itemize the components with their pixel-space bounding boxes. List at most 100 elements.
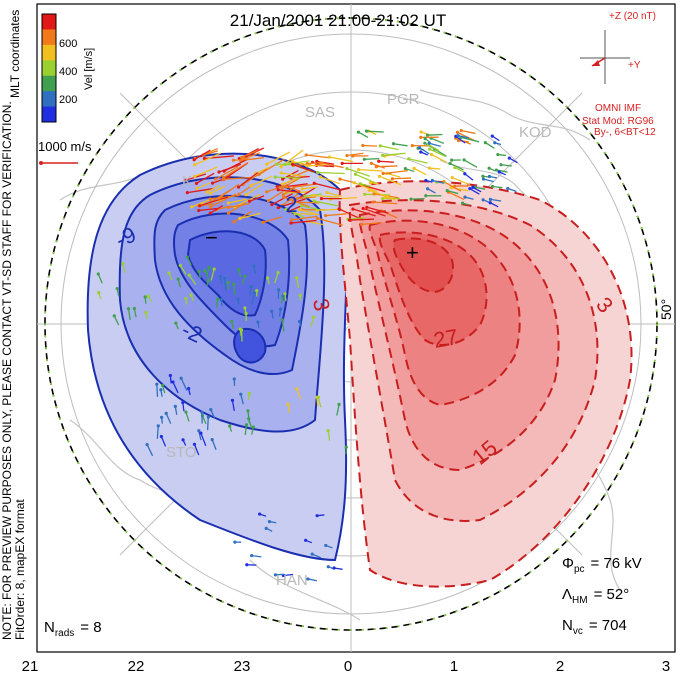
n-rads: Nrads = 8	[44, 619, 102, 639]
velocity-vector	[427, 133, 443, 136]
velocity-vector-origin	[247, 391, 251, 396]
velocity-vector	[325, 213, 347, 217]
velocity-vector-origin	[483, 140, 487, 145]
velocity-vector	[262, 216, 282, 223]
velocity-vector-origin	[97, 291, 101, 295]
velocity-vector-origin	[245, 563, 249, 567]
velocity-vector-origin	[315, 514, 319, 518]
velocity-vector-origin	[239, 392, 243, 396]
velocity-vector-origin	[462, 158, 466, 162]
velocity-vector	[193, 149, 211, 161]
velocity-vector-origin	[337, 402, 341, 406]
velocity-vector	[281, 172, 303, 177]
velocity-vector-origin	[312, 199, 316, 203]
contour-label-3-left: 3	[308, 297, 335, 313]
velocity-vector-origin	[214, 177, 218, 181]
velocity-vector-origin	[295, 196, 300, 201]
velocity-vector-origin	[449, 186, 453, 190]
velocity-vector-origin	[378, 144, 382, 148]
velocity-vector-origin	[197, 429, 201, 433]
velocity-vector	[448, 191, 465, 201]
velocity-vector-origin	[283, 292, 287, 296]
x-axis-ticks: 21 22 23 0 1 2 3	[22, 658, 671, 674]
velocity-vector-origin	[171, 380, 175, 384]
velocity-vector-origin	[298, 208, 302, 212]
velocity-vector	[329, 156, 354, 163]
velocity-vector-origin	[497, 170, 501, 174]
velocity-vector-origin	[300, 187, 304, 191]
velocity-vector	[202, 150, 219, 156]
positive-potential-cell	[338, 180, 633, 588]
velocity-vector-origin	[456, 134, 460, 138]
velocity-vector	[327, 430, 331, 441]
velocity-vector	[366, 130, 384, 133]
station-label-han: HAN	[276, 572, 308, 589]
velocity-vector	[379, 175, 402, 186]
velocity-vector-origin	[304, 153, 308, 157]
velocity-vector-origin	[275, 162, 279, 166]
velocity-vector-origin	[96, 272, 100, 276]
velocity-vector-origin	[267, 520, 272, 524]
velocity-vector	[251, 292, 256, 305]
velocity-vector-origin	[160, 383, 165, 388]
velocity-vector	[352, 208, 376, 217]
velocity-vector-origin	[249, 285, 253, 289]
velocity-vector	[292, 163, 315, 173]
velocity-vector-origin	[289, 221, 293, 225]
velocity-vector	[196, 182, 211, 190]
velocity-vector-origin	[276, 271, 280, 275]
velocity-vector-origin	[231, 158, 236, 162]
velocity-vector-origin	[126, 307, 131, 311]
velocity-vector-origin	[252, 264, 256, 268]
velocity-vector-origin	[146, 294, 150, 298]
max-marker: +	[406, 240, 419, 265]
velocity-vector	[430, 137, 445, 145]
velocity-vector	[241, 150, 258, 159]
latitude-label-50: 50°	[658, 299, 674, 320]
velocity-vector	[211, 439, 217, 450]
velocity-vector	[380, 145, 399, 151]
velocity-vector-origin	[383, 195, 387, 199]
velocity-vector-origin	[252, 291, 257, 295]
velocity-vector	[355, 173, 377, 184]
velocity-vector-origin	[200, 410, 204, 414]
velocity-vector	[228, 198, 247, 204]
x-tick-label: 23	[234, 658, 251, 674]
velocity-vector-origin	[490, 134, 494, 138]
velocity-vector-origin	[280, 318, 284, 322]
n-vc: Nvc = 704	[562, 617, 627, 637]
velocity-vector-origin	[228, 424, 232, 428]
velocity-vector	[290, 219, 317, 224]
imf-condition: By-, 6<BT<12	[594, 127, 656, 138]
velocity-vector-origin	[167, 271, 171, 275]
velocity-vector-origin	[353, 172, 358, 176]
velocity-vector-origin	[305, 164, 309, 168]
x-tick-label: 2	[556, 658, 564, 674]
velocity-vector	[336, 404, 340, 416]
velocity-vector-origin	[112, 314, 116, 318]
velocity-vector	[358, 131, 369, 139]
velocity-vector-origin	[468, 187, 472, 191]
velocity-vector	[194, 152, 222, 166]
velocity-vector-origin	[499, 163, 503, 167]
velocity-vector-origin	[312, 315, 316, 319]
velocity-vector-origin	[219, 298, 223, 302]
velocity-vector-origin	[232, 220, 236, 224]
velocity-vector	[146, 444, 154, 457]
velocity-vector	[296, 277, 300, 289]
colorbar-band	[42, 29, 56, 46]
velocity-vector-origin	[417, 146, 422, 150]
velocity-vector	[227, 202, 250, 209]
velocity-vector-origin	[381, 153, 385, 157]
velocity-vector	[187, 187, 215, 194]
velocity-vector	[346, 152, 364, 157]
velocity-vector-origin	[371, 200, 375, 204]
velocity-vector-origin	[423, 141, 427, 145]
velocity-vector-origin	[198, 204, 202, 208]
velocity-vector	[283, 573, 294, 577]
velocity-vector-origin	[286, 402, 290, 407]
velocity-vector	[249, 195, 265, 202]
velocity-vector-origin	[326, 565, 330, 569]
velocity-vector-origin	[318, 175, 322, 179]
